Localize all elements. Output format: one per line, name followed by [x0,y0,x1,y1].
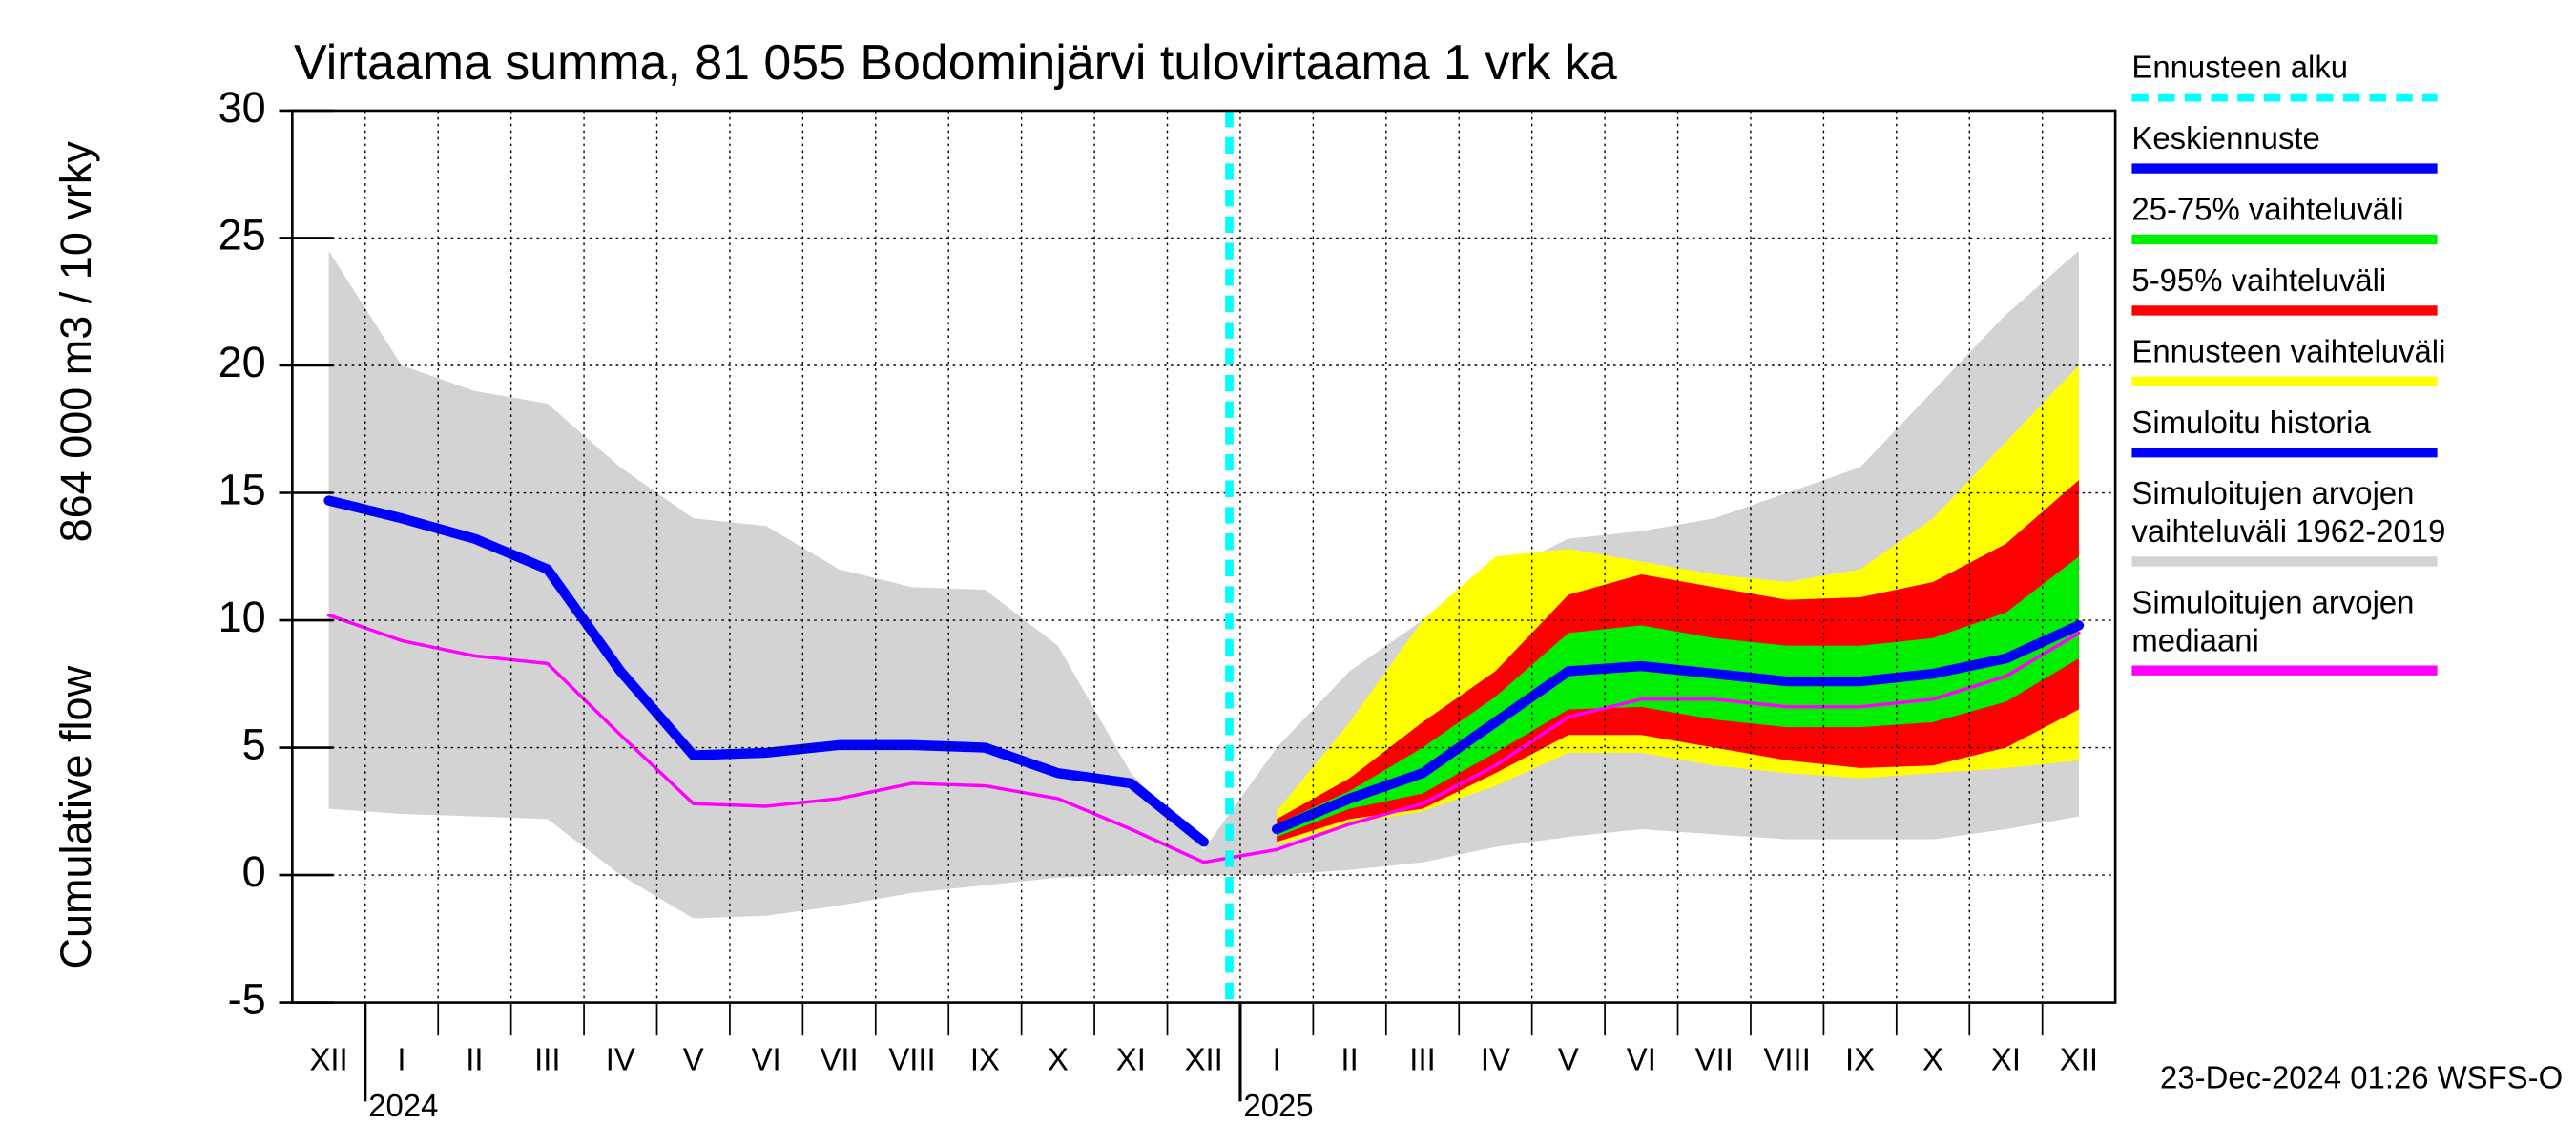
x-tick-label: X [1048,1042,1069,1077]
x-tick-label: VI [752,1042,781,1077]
x-tick-label: III [534,1042,560,1077]
y-tick-label: 20 [218,338,266,386]
legend-label-line: Keskiennuste [2131,120,2319,156]
year-label: 2025 [1243,1088,1313,1123]
legend-label-line: 25-75% vaihteluväli [2131,191,2403,226]
line [323,495,1209,847]
legend-label: Ennusteen vaihteluväli [2131,333,2445,368]
x-tick-label: VIII [1764,1042,1811,1077]
y-tick-label: 5 [242,719,266,768]
x-tick-label: XII [2060,1042,2098,1077]
x-tick-label: VII [820,1042,858,1077]
legend-label-line: mediaani [2131,622,2258,657]
plot-area [323,250,2085,919]
legend-label: Keskiennuste [2131,120,2319,156]
legend-label: Simuloitu historia [2131,404,2371,439]
y-tick-label: 30 [218,83,266,132]
legend-label: Ennusteen alku [2131,49,2348,84]
legend-label: 5-95% vaihteluväli [2131,262,2386,298]
x-tick-label: V [1558,1042,1579,1077]
legend-label: 25-75% vaihteluväli [2131,191,2403,226]
x-tick-label: VII [1695,1042,1734,1077]
x-tick-label: I [397,1042,405,1077]
y-tick-label: 25 [218,210,266,259]
y-axis-label-line: 864 000 m3 / 10 vrky [52,141,100,543]
legend-label: Simuloitujen arvojen mediaani [2131,584,2414,657]
legend-label-line: Simuloitujen arvojen [2131,584,2414,619]
x-tick-label: IX [970,1042,1000,1077]
x-tick-label: IV [1481,1042,1510,1077]
y-tick-label: 0 [242,847,266,896]
x-tick-label: II [466,1042,483,1077]
footer: 23-Dec-2024 01:26 WSFS-O [2160,1060,2563,1095]
legend-label-line: Ennusteen vaihteluväli [2131,333,2445,368]
year-label: 2024 [368,1088,438,1123]
legend: Ennusteen alku Keskiennuste 25-75% vaihtel… [2131,49,2445,676]
x-tick-label: IX [1845,1042,1875,1077]
line [326,613,2081,864]
y-tick-label: -5 [228,974,266,1023]
y-tick-label: 10 [218,593,266,641]
x-tick-label: XII [1185,1042,1223,1077]
x-tick-label: V [683,1042,704,1077]
x-tick-label: I [1273,1042,1281,1077]
y-tick-label: 15 [218,465,266,513]
x-tick-label: III [1409,1042,1435,1077]
line [1271,620,2085,835]
y-label-line: Cumulative flow [52,665,100,968]
chart-title: Virtaama summa, 81 055 Bodominjärvi tulo… [294,35,1617,91]
legend-label-line: Simuloitujen arvojen [2131,475,2414,510]
x-tick-label: XI [1991,1042,2021,1077]
legend-label-line: Simuloitu historia [2131,404,2371,439]
legend-label-line: vaihteluväli 1962-2019 [2131,513,2445,549]
legend-label-line: 5-95% vaihteluväli [2131,262,2386,298]
plot-frame [291,109,2117,1004]
x-tick-label: XII [309,1042,347,1077]
legend-label: Simuloitujen arvojen vaihteluväli 1962-20… [2131,475,2445,549]
x-tick-label: II [1340,1042,1358,1077]
x-tick-label: VI [1627,1042,1656,1077]
legend-label-line: Ennusteen alku [2131,49,2348,84]
x-tick-label: XI [1116,1042,1146,1077]
x-tick-label: VIII [888,1042,935,1077]
x-tick-label: X [1922,1042,1943,1077]
y-axis-label: Cumulative flow [52,665,100,968]
band [1277,556,2079,838]
x-tick-label: IV [606,1042,635,1077]
